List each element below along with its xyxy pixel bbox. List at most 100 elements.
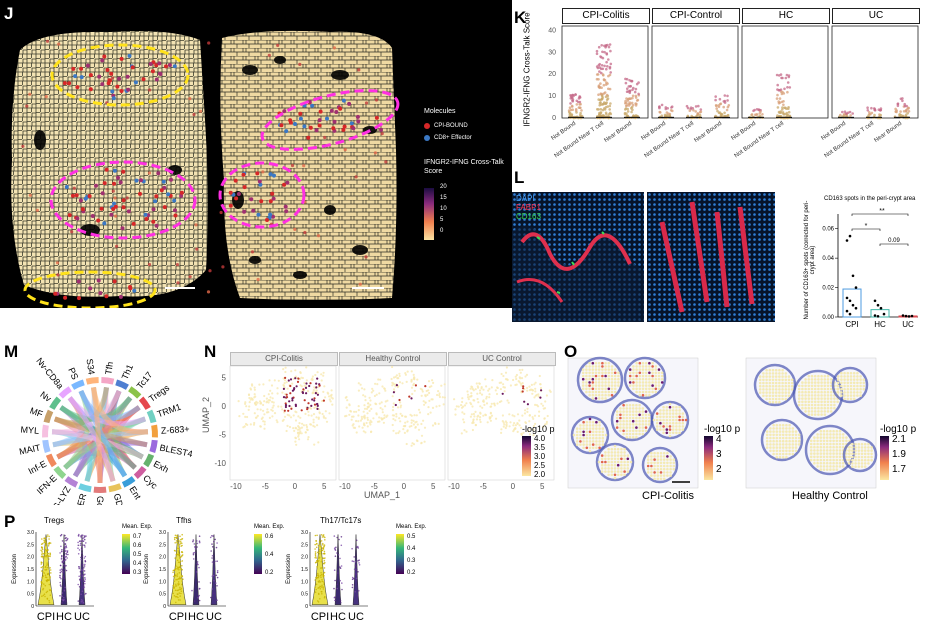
legend-dot-blue-icon	[424, 135, 430, 141]
p-ytick: 1.5	[159, 567, 166, 573]
molecules-legend-title: Molecules	[424, 108, 456, 115]
p-ytick: 0.5	[159, 592, 166, 598]
n-xtick: -10	[448, 482, 460, 491]
k-facet-frame	[741, 25, 829, 119]
n-xtick: 5	[540, 482, 545, 491]
o-legend1-title: -log10 p	[704, 424, 741, 435]
k-xtick: Not Bound Near T cell	[644, 121, 696, 160]
l-xtick: UC	[902, 320, 914, 329]
p-violin	[334, 534, 342, 606]
p-legend-tick: 0.3	[133, 570, 142, 576]
chord-label: PS	[66, 366, 80, 381]
o-legend2-title: -log10 p	[880, 424, 917, 435]
panel-k: K IFNGR2-IFNG Cross-Talk Score CPI-Colit…	[512, 0, 928, 162]
n-xtick: -5	[371, 482, 379, 491]
panel-label-m: M	[4, 342, 19, 361]
p-legend-tick: 0.4	[407, 546, 416, 552]
p-ytick: 3.0	[301, 530, 308, 536]
chord-label: G-LYZ	[51, 484, 73, 505]
p-violin	[210, 534, 218, 606]
chord-link	[91, 387, 103, 484]
o-legend2-tick: 2.1	[892, 434, 906, 445]
o-legend1-tick: 2	[716, 464, 722, 475]
p-ytick: 1.0	[159, 579, 166, 585]
o-legend1-tick: 3	[716, 449, 722, 460]
k-facet-uc: UC	[832, 8, 920, 24]
l-xtick: CPI	[845, 320, 858, 329]
legend-item-cd8-effector: CD8+ Effector	[424, 132, 472, 144]
panel-label-l: L	[514, 168, 525, 187]
o-caption-healthy-control: Healthy Control	[792, 490, 868, 502]
n-xtick: 5	[431, 482, 436, 491]
l-xtick: HC	[874, 320, 886, 329]
p-legend-tick: 0.5	[407, 534, 416, 540]
p-legend-tick: 0.2	[407, 570, 416, 576]
n-xlabel: UMAP_1	[364, 490, 401, 500]
k-ytick: 40	[548, 27, 556, 34]
l-ytick: 0.00	[822, 315, 834, 321]
chord-sector	[138, 396, 151, 410]
l-bar	[870, 309, 890, 318]
k-facet-hc: HC	[742, 8, 830, 24]
p-legend-title: Mean. Exp.	[396, 524, 427, 530]
p-xtick: HC	[56, 611, 72, 623]
n-xtick: 0	[402, 482, 407, 491]
chord-label: Nv-CD8a	[34, 356, 65, 391]
p-legend-title: Mean. Exp.	[254, 524, 285, 530]
chord-sector	[42, 439, 51, 454]
chord-label: MF	[29, 406, 45, 420]
l-sig: *	[865, 223, 868, 230]
k-xtick: Near Bound	[603, 121, 633, 144]
chord-sector	[64, 476, 79, 488]
p-legend-tick: 0.7	[133, 534, 142, 540]
chord-label: Tc17	[135, 370, 155, 391]
chord-label: Nv	[38, 389, 53, 404]
chord-sector	[121, 476, 136, 488]
p-ytick: 2.5	[159, 542, 166, 548]
chord-sector	[151, 424, 158, 438]
n-xtick: -5	[262, 482, 270, 491]
p-ytick: 2.0	[301, 555, 308, 561]
n-ytick: 5	[222, 373, 227, 382]
n-ytick: -10	[214, 459, 226, 468]
stain-dapi: DAPI	[516, 194, 535, 203]
k-xtick: Not Bound	[640, 121, 667, 142]
p-ytick: 1.0	[301, 579, 308, 585]
l-chart-title: CD163 spots in the peri-crypt area	[824, 196, 916, 202]
chord-label: TRM1	[156, 402, 182, 420]
p-xtick: CPI	[37, 611, 55, 623]
n-legend-tick: 3.0	[534, 452, 546, 461]
chord-sector	[149, 439, 158, 454]
panel-m: M Tfh Th1 Tc17 Tregs TRM1 Z-683+ BLEST4 Exh Cyc E…	[0, 340, 200, 505]
l-ytick: 0.04	[822, 256, 834, 262]
n-xtick: 0	[511, 482, 516, 491]
chord-link	[67, 396, 116, 482]
p-ytick: 2.5	[301, 542, 308, 548]
k-xtick: Not Bound	[820, 121, 847, 142]
p-xtick: HC	[188, 611, 204, 623]
chord-label: Cyc	[141, 473, 160, 491]
legend-item-cpi-bound: CPI-BOUND	[424, 120, 472, 132]
k-xtick: Not Bound	[550, 121, 577, 142]
k-xtick: Not Bound	[730, 121, 757, 142]
chord-sector	[43, 409, 54, 424]
p-legend-tick: 0.4	[265, 552, 274, 558]
l-bar	[842, 288, 862, 318]
k-facet-cpi-control: CPI-Control	[652, 8, 740, 24]
k-xtick: Not Bound Near T cell	[824, 121, 876, 160]
stain-fabp1: FABP1	[516, 203, 541, 212]
chord-sector	[133, 466, 147, 480]
chord-label: Tregs	[147, 382, 172, 404]
k-ytick: 30	[548, 49, 556, 56]
n-ytick: -5	[219, 430, 227, 439]
p-ylabel: Expression	[12, 554, 18, 584]
k-xtick: Near Bound	[693, 121, 723, 144]
p-legend-title: Mean. Exp.	[122, 524, 153, 530]
p-legend-tick: 0.6	[265, 534, 274, 540]
o-legend2-tick: 1.9	[892, 449, 906, 460]
p-xtick: UC	[206, 611, 222, 623]
p-ylabel: Expression	[286, 554, 292, 584]
